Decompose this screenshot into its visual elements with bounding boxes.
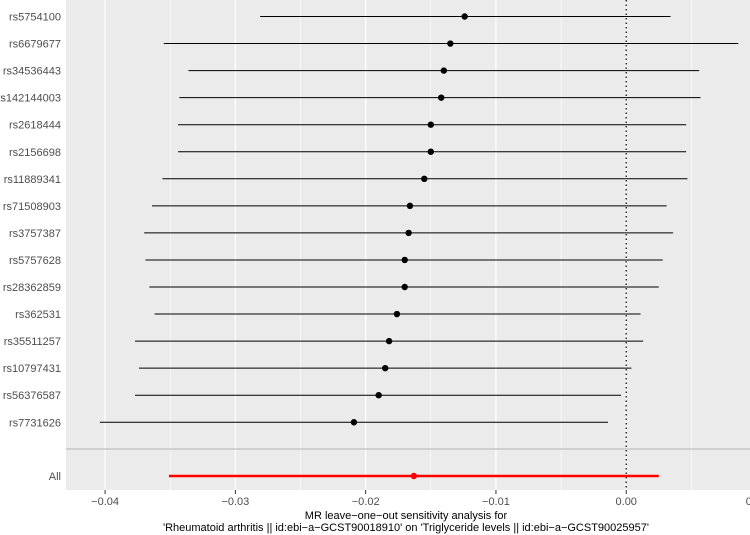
estimate-point: [350, 419, 358, 426]
plot-panel: [66, 0, 750, 490]
estimate-point: [440, 67, 448, 74]
estimate-point: [382, 364, 389, 372]
snp-label: rs28362859: [3, 282, 61, 294]
snp-label: rs11889341: [4, 174, 61, 186]
estimate-point: [421, 175, 428, 182]
x-tick-label: 0.00: [616, 496, 637, 508]
estimate-point: [401, 283, 408, 291]
x-tick-label: 0.01: [746, 496, 750, 508]
minor-gridlines: [169, 0, 692, 490]
x-tick-label: −0.04: [91, 496, 119, 508]
x-tick-label: −0.03: [221, 496, 249, 508]
snp-label: rs6679677: [9, 39, 61, 51]
snp-label: rs35511257: [4, 336, 61, 348]
snp-label: rs7731626: [9, 417, 61, 429]
snp-label: rs56376587: [3, 390, 61, 402]
estimate-point: [427, 121, 434, 128]
estimate-point: [393, 310, 401, 318]
x-axis-title-line-1: MR leave−one−out sensitivity analysis fo…: [305, 510, 508, 522]
estimate-point: [405, 229, 412, 237]
estimate-point: [385, 337, 393, 345]
x-tick-label: −0.02: [352, 496, 380, 508]
snp-rows: [99, 13, 739, 426]
x-axis-title-line-2: 'Rheumatoid arthritis || id:ebi−a−GCST90…: [163, 522, 649, 534]
snp-label: rs142144003: [0, 93, 61, 105]
snp-label: rs5754100: [9, 12, 61, 24]
estimate-point: [401, 256, 408, 264]
estimate-point: [461, 13, 468, 20]
overall-label: All: [49, 471, 61, 483]
estimate-point: [438, 94, 445, 101]
snp-label: rs2618444: [9, 120, 61, 132]
estimate-point: [406, 202, 414, 210]
snp-label: rs5757628: [9, 255, 61, 267]
y-axis-labels: rs5754100 rs6679677 rs34536443 rs142144003 r…: [0, 12, 61, 484]
snp-label: rs34536443: [3, 66, 61, 78]
snp-label: rs3757387: [9, 228, 61, 240]
x-tick-label: −0.01: [482, 496, 510, 508]
snp-label: rs2156698: [9, 147, 61, 159]
estimate-point: [375, 392, 382, 399]
overall-row: [168, 472, 659, 480]
snp-label: rs71508903: [3, 201, 61, 213]
x-axis: −0.04 −0.03 −0.02 −0.01 0.00 0.01: [91, 490, 750, 508]
snp-label: rs10797431: [3, 363, 61, 375]
overall-estimate-point: [410, 472, 418, 480]
snp-label: rs362531: [15, 309, 61, 321]
estimate-point: [427, 148, 434, 155]
estimate-point: [447, 40, 454, 47]
